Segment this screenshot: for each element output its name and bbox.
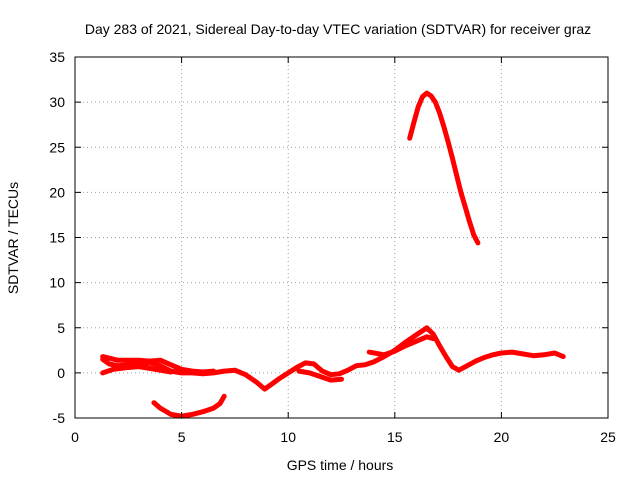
y-tick-label: 20	[49, 184, 65, 200]
series-line	[100, 364, 174, 376]
y-tick-label: 5	[57, 320, 65, 336]
y-tick-label: 30	[49, 94, 65, 110]
x-axis-label: GPS time / hours	[287, 457, 394, 473]
series-line	[100, 354, 217, 375]
y-tick-label: 15	[49, 230, 65, 246]
x-tick-label: 15	[387, 429, 403, 445]
x-tick-label: 10	[280, 429, 296, 445]
series-line	[151, 393, 227, 419]
ticks: 0 5 10 15 20 25 -5 0 5 10 15 20 25 30 35	[49, 49, 616, 445]
y-tick-label: 0	[57, 365, 65, 381]
y-axis-label: SDTVAR / TECUs	[5, 182, 21, 294]
series-group	[100, 90, 566, 419]
series-line	[296, 368, 344, 383]
series-line	[366, 334, 436, 358]
chart-title: Day 283 of 2021, Sidereal Day-to-day VTE…	[85, 21, 591, 37]
series-line	[407, 90, 481, 246]
y-tick-label: 25	[49, 139, 65, 155]
series-line	[100, 325, 566, 392]
x-tick-label: 0	[71, 429, 79, 445]
x-tick-label: 25	[600, 429, 616, 445]
y-tick-label: -5	[53, 410, 66, 426]
y-tick-label: 10	[49, 275, 65, 291]
y-tick-label: 35	[49, 49, 65, 65]
x-tick-label: 5	[178, 429, 186, 445]
x-tick-label: 20	[494, 429, 510, 445]
